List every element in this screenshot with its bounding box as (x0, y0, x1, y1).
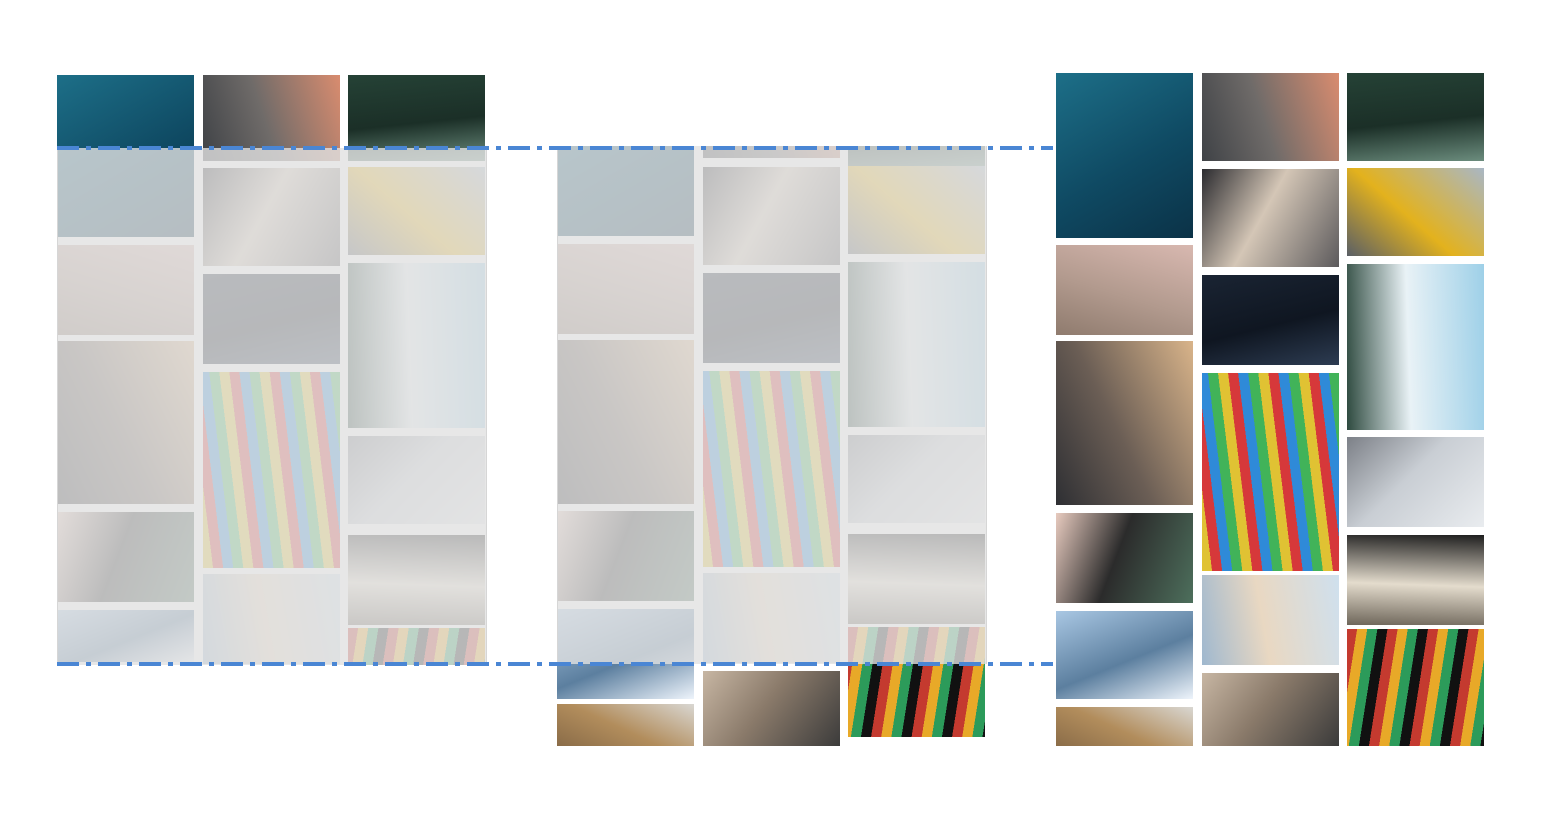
column-2 (1202, 73, 1339, 746)
photo-tile-food-table[interactable] (1056, 707, 1193, 746)
photo-tile-louvre-pyramid-snow[interactable] (348, 436, 485, 524)
photo-tile-frozen-lake-aerial[interactable] (348, 263, 485, 428)
photo-tile-neon-light-circles[interactable] (848, 627, 985, 737)
column-3 (348, 75, 485, 665)
photo-tile-city-skyline-sunset[interactable] (1056, 341, 1193, 505)
viewport-right-edge (986, 146, 987, 664)
photo-tile-white-dresses-rack[interactable] (348, 535, 485, 625)
photo-tile-white-dresses-rack[interactable] (848, 534, 985, 624)
viewport-left-edge (57, 148, 58, 665)
photo-tile-basalt-columns[interactable] (703, 146, 840, 158)
photo-tile-yellow-jeep-mountains[interactable] (848, 166, 985, 254)
photo-tile-modern-building[interactable] (203, 574, 340, 664)
column-2 (703, 146, 840, 746)
photo-tile-camera-hands[interactable] (1202, 673, 1339, 746)
photo-tile-forest-snow-star[interactable] (348, 75, 485, 161)
photo-tile-forest-snow-star[interactable] (1347, 73, 1484, 161)
photo-tile-desert-dune-walker[interactable] (557, 244, 694, 334)
panel-final (1056, 73, 1486, 746)
photo-tile-louvre-pyramid-snow[interactable] (848, 435, 985, 523)
photo-tile-city-skyline-sunset[interactable] (557, 340, 694, 504)
photo-tile-basalt-columns[interactable] (203, 75, 340, 161)
photo-tile-night-sky-stars[interactable] (703, 273, 840, 363)
column-3 (1347, 73, 1484, 746)
photo-tile-husky-snow[interactable] (1056, 611, 1193, 699)
photo-tile-desert-dune-walker[interactable] (57, 245, 194, 335)
panel-initial (57, 75, 487, 665)
photo-tile-colorful-market-aerial[interactable] (203, 372, 340, 568)
photo-tile-city-street-reflection[interactable] (203, 168, 340, 266)
panel-scrolled (557, 146, 987, 746)
photo-tile-city-skyline-sunset[interactable] (57, 341, 194, 504)
photo-tile-city-street-reflection[interactable] (703, 167, 840, 265)
photo-tile-aerial-pier-ocean[interactable] (1056, 73, 1193, 238)
column-2 (203, 75, 340, 665)
photo-tile-woman-portrait[interactable] (557, 511, 694, 601)
photo-tile-woman-portrait[interactable] (57, 512, 194, 602)
photo-tile-basalt-columns[interactable] (1202, 73, 1339, 161)
photo-tile-woman-portrait[interactable] (1056, 513, 1193, 603)
photo-tile-louvre-pyramid-snow[interactable] (1347, 437, 1484, 527)
photo-tile-night-sky-stars[interactable] (203, 274, 340, 364)
viewport-left-edge (557, 146, 558, 664)
column-3 (848, 146, 985, 746)
photo-tile-white-dresses-rack[interactable] (1347, 535, 1484, 625)
photo-tile-modern-building[interactable] (703, 573, 840, 663)
photo-tile-aerial-pier-ocean[interactable] (557, 146, 694, 236)
photo-tile-yellow-jeep-mountains[interactable] (1347, 168, 1484, 256)
photo-tile-husky-snow[interactable] (57, 610, 194, 662)
photo-tile-colorful-market-aerial[interactable] (1202, 373, 1339, 571)
column-1 (57, 75, 194, 665)
photo-tile-modern-building[interactable] (1202, 575, 1339, 665)
column-1 (557, 146, 694, 746)
photo-tile-neon-light-circles[interactable] (348, 628, 485, 665)
photo-tile-colorful-market-aerial[interactable] (703, 371, 840, 567)
photo-tile-night-sky-stars[interactable] (1202, 275, 1339, 365)
photo-tile-desert-dune-walker[interactable] (1056, 245, 1193, 335)
viewport-right-edge (486, 148, 487, 665)
photo-tile-forest-snow-star[interactable] (848, 146, 985, 166)
photo-tile-husky-snow[interactable] (557, 609, 694, 699)
photo-tile-frozen-lake-aerial[interactable] (1347, 264, 1484, 430)
photo-tile-aerial-pier-ocean[interactable] (57, 75, 194, 237)
photo-tile-camera-hands[interactable] (703, 671, 840, 746)
column-1 (1056, 73, 1193, 746)
photo-tile-neon-light-circles[interactable] (1347, 629, 1484, 746)
photo-tile-yellow-jeep-mountains[interactable] (348, 167, 485, 255)
photo-tile-frozen-lake-aerial[interactable] (848, 262, 985, 427)
photo-tile-city-street-reflection[interactable] (1202, 169, 1339, 267)
photo-tile-food-table[interactable] (557, 704, 694, 746)
